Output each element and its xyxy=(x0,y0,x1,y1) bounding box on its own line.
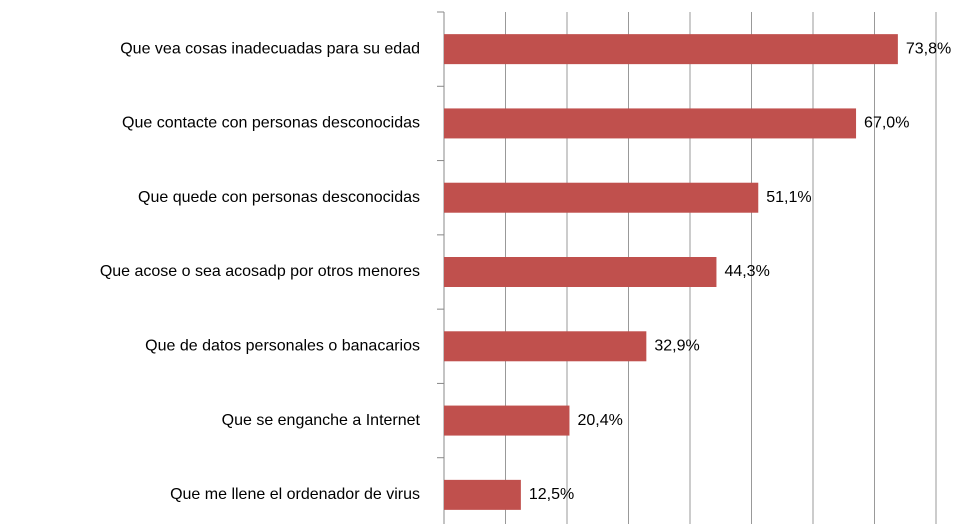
data-label: 44,3% xyxy=(724,263,769,280)
category-label: Que quede con personas desconocidas xyxy=(138,189,420,206)
category-label: Que de datos personales o banacarios xyxy=(145,338,420,355)
bar xyxy=(444,257,717,287)
bar xyxy=(444,479,521,510)
data-label: 20,4% xyxy=(577,412,622,429)
bar xyxy=(444,182,759,213)
category-label: Que vea cosas inadecuadas para su edad xyxy=(120,40,420,57)
category-label: Que contacte con personas desconocidas xyxy=(122,115,420,132)
data-label: 51,1% xyxy=(766,189,811,206)
data-label: 32,9% xyxy=(654,338,699,355)
bar xyxy=(444,108,857,139)
bar xyxy=(444,405,570,436)
bar xyxy=(444,34,898,65)
data-label: 12,5% xyxy=(529,486,574,503)
data-label: 73,8% xyxy=(906,40,951,57)
category-label: Que se enganche a Internet xyxy=(222,412,421,429)
bar xyxy=(444,331,647,362)
data-label: 67,0% xyxy=(864,115,909,132)
category-label: Que me llene el ordenador de virus xyxy=(170,486,420,503)
category-label: Que acose o sea acosadp por otros menore… xyxy=(100,263,420,280)
